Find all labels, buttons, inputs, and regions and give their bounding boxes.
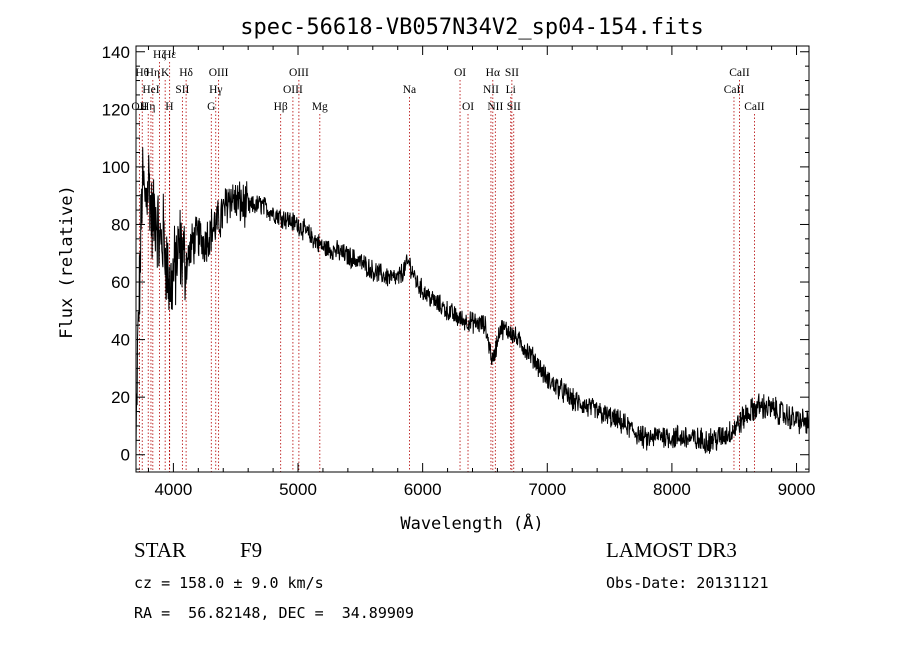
y-axis-ticks: 0 20 40 60 80 100 120 140 — [102, 43, 809, 470]
spectral-line-label: OIII — [283, 84, 303, 96]
x-axis-label: Wavelength (Å) — [400, 512, 543, 534]
y-tick-label: 40 — [111, 331, 130, 350]
spectral-line-label: Mg — [312, 101, 328, 113]
spectral-line-label: Li — [506, 84, 516, 96]
spectral-line-label: Na — [403, 84, 416, 96]
spectral-line-label: OIII — [289, 67, 309, 79]
x-tick-label: 8000 — [653, 480, 691, 499]
spectral-line-label: Hθ — [135, 67, 149, 79]
spectral-line-label: K — [161, 67, 170, 79]
x-tick-label: 9000 — [778, 480, 816, 499]
spectral-line-label: CaII — [744, 101, 765, 113]
spectral-line-label: NII — [483, 84, 499, 96]
x-tick-label: 7000 — [528, 480, 566, 499]
y-tick-label: 120 — [102, 100, 130, 119]
y-tick-label: 100 — [102, 158, 130, 177]
chart-title: spec-56618-VB057N34V2_sp04-154.fits — [240, 15, 704, 40]
coordinates-text: RA = 56.82148, DEC = 34.89909 — [134, 604, 414, 622]
x-axis-ticks: 4000 5000 6000 7000 8000 9000 — [147, 46, 816, 499]
y-tick-label: 0 — [121, 446, 130, 465]
spectral-line-label: Hδ — [179, 67, 193, 79]
spectral-line-label: Hζ — [153, 49, 166, 61]
spectral-line-label: SII — [507, 101, 521, 113]
y-tick-label: 60 — [111, 273, 130, 292]
spectral-line-label: OI — [454, 67, 466, 79]
spectral-line-label: OII — [131, 101, 147, 113]
obs-date-text: Obs-Date: 20131121 — [606, 574, 769, 592]
x-tick-label: 6000 — [404, 480, 442, 499]
spectral-line-label: CaII — [729, 67, 750, 79]
spectral-line-label: OIII — [209, 67, 229, 79]
object-class: STAR — [134, 538, 186, 562]
spectral-line-label: SII — [505, 67, 519, 79]
spectrum-line — [135, 147, 810, 454]
redshift-text: cz = 158.0 ± 9.0 km/s — [134, 574, 324, 592]
spectral-line-label: Hη — [141, 101, 155, 113]
spectral-line-label: OI — [462, 101, 474, 113]
spectral-line-label: HeI — [142, 84, 159, 96]
spectral-line-label: G — [207, 101, 215, 113]
x-tick-label: 4000 — [154, 480, 192, 499]
y-tick-label: 20 — [111, 388, 130, 407]
y-tick-label: 80 — [111, 215, 130, 234]
spectral-line-label: Hα — [486, 67, 500, 79]
y-axis-label: Flux (relative) — [57, 185, 77, 339]
spectral-line-labels: OIIHθHηHeIHηHζKHHεSIIHδGHγOIIIHβOIIIOIII… — [131, 49, 764, 113]
x-tick-label: 5000 — [279, 480, 317, 499]
spectral-line-label: Hγ — [209, 84, 222, 96]
spectral-line-label: NII — [487, 101, 503, 113]
spectral-line-label: Hε — [163, 49, 176, 61]
spectral-line-label: CaII — [724, 84, 745, 96]
spectral-line-label: H — [165, 101, 173, 113]
spectral-line-label: Hβ — [274, 101, 288, 113]
object-subclass: F9 — [240, 538, 263, 562]
y-tick-label: 140 — [102, 43, 130, 62]
survey-name: LAMOST DR3 — [606, 538, 737, 562]
spectral-line-markers — [138, 62, 755, 472]
spectral-line-label: Hη — [146, 67, 160, 79]
spectral-line-label: SII — [175, 84, 189, 96]
